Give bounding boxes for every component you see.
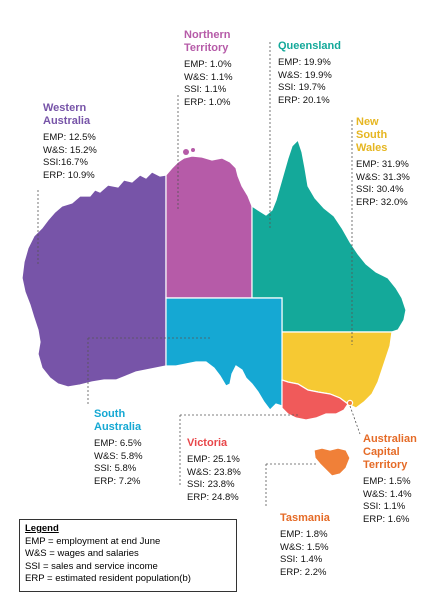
stat-ws: W&S: 23.8% xyxy=(187,466,241,478)
label-new-south-wales: New South Wales EMP: 31.9% W&S: 31.3% SS… xyxy=(356,116,410,209)
label-act: Australian Capital Territory EMP: 1.5% W… xyxy=(363,433,425,526)
stat-ssi: SSI: 1.1% xyxy=(363,501,406,512)
stat-emp: EMP: 6.5% xyxy=(94,438,142,449)
stat-erp: ERP: 10.9% xyxy=(43,169,95,181)
region-name: Northern Territory xyxy=(184,29,231,54)
stat-emp: EMP: 25.1% xyxy=(187,454,240,465)
northern-territory-region xyxy=(165,155,253,299)
stat-emp: EMP: 31.9% xyxy=(356,159,409,170)
stat-erp: ERP: 20.1% xyxy=(278,94,330,106)
stat-erp: ERP: 1.0% xyxy=(184,96,231,108)
stat-ssi: SSI: 30.4% xyxy=(356,184,404,195)
victoria-region xyxy=(281,379,349,421)
stat-ssi: SSI: 1.1% xyxy=(184,84,227,95)
stat-ws: W&S: 1.5% xyxy=(280,541,329,553)
stat-ssi: SSI: 19.7% xyxy=(278,82,326,93)
label-northern-territory: Northern Territory EMP: 1.0% W&S: 1.1% S… xyxy=(184,29,244,109)
stat-ssi: SSI:16.7% xyxy=(43,157,88,168)
stat-ws: W&S: 31.3% xyxy=(356,171,410,183)
legend-item: EMP = employment at end June xyxy=(25,535,161,547)
western-australia-region xyxy=(21,171,167,388)
queensland-region xyxy=(251,138,407,333)
region-name: Western Australia xyxy=(43,102,91,127)
stat-emp: EMP: 19.9% xyxy=(278,57,331,68)
stat-emp: EMP: 1.0% xyxy=(184,59,232,70)
legend-item: ERP = estimated resident population(b) xyxy=(25,573,191,584)
island-marker xyxy=(191,148,195,152)
legend-item: W&S = wages and salaries xyxy=(25,548,139,559)
region-name: Queensland xyxy=(278,40,341,52)
region-name: Victoria xyxy=(187,437,228,449)
stat-emp: EMP: 1.8% xyxy=(280,529,328,540)
stat-ssi: SSI: 5.8% xyxy=(94,463,137,474)
stat-erp: ERP: 7.2% xyxy=(94,475,141,487)
legend-title: Legend xyxy=(25,523,59,534)
act-region xyxy=(346,399,354,407)
leader-lines xyxy=(37,42,361,508)
label-victoria: Victoria EMP: 25.1% W&S: 23.8% SSI: 23.8… xyxy=(187,437,241,504)
stat-erp: ERP: 2.2% xyxy=(280,566,327,578)
tasmania-region xyxy=(313,447,351,477)
stat-ws: W&S: 1.1% xyxy=(184,71,233,83)
island-marker xyxy=(183,149,189,155)
south-australia-region xyxy=(165,297,283,411)
region-name: New South Wales xyxy=(356,116,388,154)
stat-ws: W&S: 15.2% xyxy=(43,144,97,156)
stat-ws: W&S: 19.9% xyxy=(278,69,332,81)
region-name: Australian Capital Territory xyxy=(363,433,417,471)
legend-box: Legend EMP = employment at end June W&S … xyxy=(19,519,237,592)
region-name: South Australia xyxy=(94,408,142,433)
stat-emp: EMP: 1.5% xyxy=(363,476,411,487)
label-tasmania: Tasmania EMP: 1.8% W&S: 1.5% SSI: 1.4% E… xyxy=(280,512,330,579)
stat-emp: EMP: 12.5% xyxy=(43,132,96,143)
stat-ws: W&S: 5.8% xyxy=(94,450,143,462)
stat-erp: ERP: 1.6% xyxy=(363,513,410,525)
label-south-australia: South Australia EMP: 6.5% W&S: 5.8% SSI:… xyxy=(94,408,160,488)
region-name: Tasmania xyxy=(280,512,330,524)
label-western-australia: Western Australia EMP: 12.5% W&S: 15.2% … xyxy=(43,102,113,182)
stat-ws: W&S: 1.4% xyxy=(363,488,412,500)
stat-erp: ERP: 32.0% xyxy=(356,196,408,208)
label-queensland: Queensland EMP: 19.9% W&S: 19.9% SSI: 19… xyxy=(278,40,341,107)
stat-erp: ERP: 24.8% xyxy=(187,491,239,503)
legend-item: SSI = sales and service income xyxy=(25,560,158,572)
stat-ssi: SSI: 1.4% xyxy=(280,554,323,565)
stat-ssi: SSI: 23.8% xyxy=(187,479,235,490)
